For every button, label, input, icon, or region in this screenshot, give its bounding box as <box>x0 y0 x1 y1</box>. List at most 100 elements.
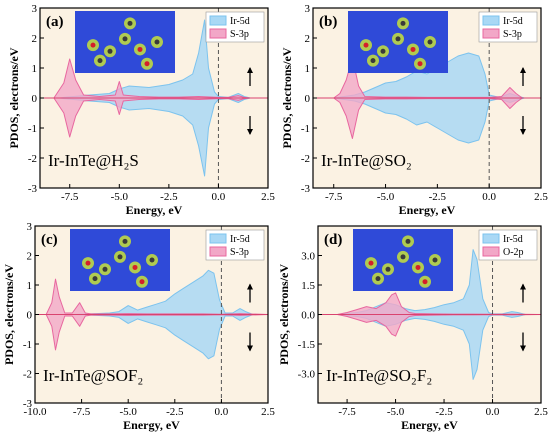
y-tick-label: 2 <box>27 251 33 263</box>
spin-up-arrowhead <box>247 283 253 290</box>
x-axis-label: Energy, eV <box>401 418 458 432</box>
inset-atom <box>427 39 433 45</box>
y-tick-label: 3 <box>27 221 33 233</box>
inset-atom <box>85 260 91 266</box>
x-tick-label: -2.5 <box>435 406 453 418</box>
x-axis-label: Energy, eV <box>399 203 456 217</box>
series-area-s-3p-down <box>39 97 269 138</box>
x-tick-label: -2.5 <box>429 191 447 203</box>
y-tick-label: 0 <box>27 310 33 322</box>
legend-label: O-2p <box>503 247 524 258</box>
x-tick-label: -10.0 <box>24 406 47 418</box>
y-tick-label: 0 <box>305 93 311 105</box>
y-tick-label: 0.0 <box>301 310 315 322</box>
chart-panel-b: -7.5 -5.0 -2.5 0.0 2.5 -3 -2 -1 0 1 2 3 Energy, eV PD… <box>280 3 548 217</box>
inset-atom <box>385 266 391 272</box>
legend-label: Ir-5d <box>230 234 250 245</box>
x-tick-label: -7.5 <box>61 191 79 203</box>
legend-label: Ir-5d <box>503 16 523 27</box>
x-tick-label: 0.0 <box>215 406 229 418</box>
x-tick-label: 0.0 <box>482 191 496 203</box>
y-tick-label: 3.0 <box>301 251 315 263</box>
y-tick-label: 1 <box>27 280 33 292</box>
inset-atom <box>137 46 143 52</box>
inset-atom <box>417 61 423 67</box>
y-axis-label: PDOS, electrons/eV <box>7 47 21 148</box>
x-tick-label: -5.0 <box>111 191 129 203</box>
legend-swatch <box>209 28 227 39</box>
x-axis-label: Energy, eV <box>123 418 180 432</box>
inset-atom <box>102 266 108 272</box>
panel-label: (b) <box>319 14 337 30</box>
inset-atom <box>90 42 96 48</box>
y-tick-label: -3 <box>23 398 33 410</box>
inset-atom <box>395 36 401 42</box>
legend-label: Ir-5d <box>230 16 250 27</box>
y-axis-label: PDOS, electrons/eV <box>277 264 291 365</box>
inset-atom <box>370 58 376 64</box>
y-tick-label: -1 <box>23 339 32 351</box>
inset-atom <box>122 36 128 42</box>
x-tick-label: 2.5 <box>261 406 275 418</box>
system-label: Ir-InTe@SOF₂ <box>43 366 143 385</box>
y-tick-label: -1 <box>301 123 310 135</box>
legend-swatch <box>482 246 500 257</box>
legend-swatch <box>482 233 500 244</box>
inset-atom <box>405 238 411 244</box>
chart-panel-c: -10.0 -7.5 -5.0 -2.5 0.0 2.5 -3 -2 -1 0 1 2 3 Energy,… <box>2 221 275 432</box>
legend-swatch <box>209 246 227 257</box>
legend-swatch <box>482 28 500 39</box>
inset-atom <box>132 264 138 270</box>
legend-swatch <box>209 233 227 244</box>
x-tick-label: -2.5 <box>166 406 184 418</box>
inset-atom <box>117 254 123 260</box>
x-tick-label: -7.5 <box>325 191 343 203</box>
inset-atom <box>139 279 145 285</box>
chart-panel-a: -7.5 -5.0 -2.5 0.0 2.5 -3 -2 -1 0 1 2 3 Energy, eV PD… <box>7 3 275 217</box>
x-tick-label: 2.5 <box>534 406 548 418</box>
legend-label: S-3p <box>230 29 249 40</box>
inset-atom <box>375 276 381 282</box>
spin-down-arrowhead <box>247 129 253 135</box>
spin-up-arrowhead <box>520 67 526 73</box>
system-label: Ir-InTe@SO₂ <box>321 151 412 170</box>
x-tick-label: -7.5 <box>338 406 356 418</box>
y-tick-label: 1.5 <box>301 280 315 292</box>
inset-atom <box>127 20 133 26</box>
x-tick-label: 2.5 <box>261 191 275 203</box>
spin-up-arrowhead <box>520 283 526 290</box>
inset-atom <box>92 276 98 282</box>
y-tick-label: -2 <box>301 153 310 165</box>
series-area-ir-5d-up <box>34 269 269 315</box>
x-tick-label: -7.5 <box>73 406 91 418</box>
x-tick-label: 0.0 <box>212 191 226 203</box>
inset-atom <box>422 279 428 285</box>
y-tick-label: 0 <box>32 93 38 105</box>
spin-down-arrowhead <box>520 129 526 135</box>
legend-swatch <box>209 15 227 26</box>
series-area-s-3p-down <box>312 97 542 139</box>
x-tick-label: -5.0 <box>119 406 137 418</box>
y-tick-label: 3 <box>305 3 311 15</box>
spin-down-arrowhead <box>520 345 526 352</box>
y-tick-label: -2 <box>28 153 37 165</box>
inset-atom <box>400 20 406 26</box>
x-tick-label: -5.0 <box>377 191 395 203</box>
y-axis-label: PDOS, electrons/eV <box>280 47 294 148</box>
legend-label: Ir-5d <box>503 234 523 245</box>
inset-atom <box>368 260 374 266</box>
inset-atom <box>154 39 160 45</box>
y-tick-label: -2 <box>23 369 32 381</box>
inset-atom <box>363 42 369 48</box>
legend-swatch <box>482 15 500 26</box>
spin-down-arrowhead <box>247 345 253 352</box>
inset-atom <box>107 48 113 54</box>
legend-label: S-3p <box>503 29 522 40</box>
x-tick-label: -2.5 <box>160 191 178 203</box>
inset-atom <box>415 264 421 270</box>
series-area-ir-5d-down <box>34 314 269 360</box>
y-tick-label: 1 <box>305 63 311 75</box>
panel-label: (c) <box>41 232 58 248</box>
x-axis-label: Energy, eV <box>126 203 183 217</box>
